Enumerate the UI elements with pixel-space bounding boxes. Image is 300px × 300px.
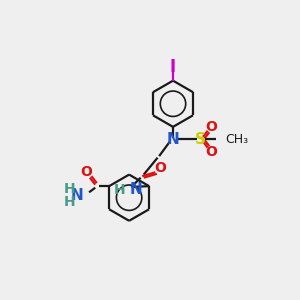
Text: N: N <box>70 188 83 203</box>
Text: O: O <box>155 161 167 176</box>
Text: S: S <box>195 132 206 147</box>
Text: O: O <box>206 145 218 158</box>
Text: N: N <box>167 132 179 147</box>
Text: H: H <box>64 195 75 208</box>
Text: H: H <box>64 182 75 196</box>
Text: O: O <box>206 120 218 134</box>
Text: H: H <box>114 183 125 197</box>
Text: CH₃: CH₃ <box>225 133 248 146</box>
Text: O: O <box>80 165 92 179</box>
Text: N: N <box>130 182 142 197</box>
Text: I: I <box>170 58 176 76</box>
